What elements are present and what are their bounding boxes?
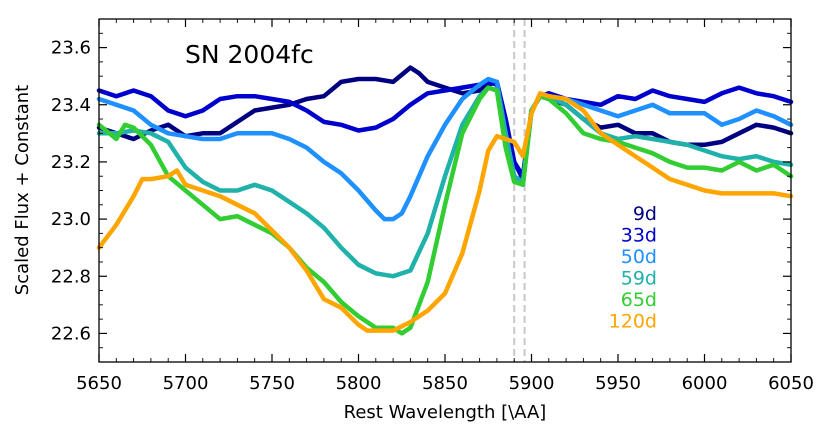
- series-lines: [96, 65, 794, 336]
- x-tick-label: 5900: [509, 373, 555, 394]
- axis-ticks: 5650 5700 5750 5800 5850 5900 5950 6000 6050 22.6…: [51, 18, 814, 394]
- legend-label-33d: 33d: [621, 225, 657, 247]
- y-tick-label: 23.2: [51, 152, 91, 173]
- plot-area: [99, 19, 791, 362]
- x-tick-label: 5650: [76, 373, 122, 394]
- x-tick-label: 5750: [249, 373, 295, 394]
- x-tick-label: 5850: [422, 373, 468, 394]
- legend-label-65d: 65d: [621, 289, 657, 311]
- x-tick-label: 6000: [682, 373, 728, 394]
- reference-lines: [513, 19, 526, 362]
- y-tick-label: 23.0: [51, 209, 91, 230]
- y-tick-label: 23.6: [51, 38, 91, 59]
- y-tick-label: 23.4: [51, 95, 91, 116]
- legend-label-59d: 59d: [621, 268, 657, 290]
- series-line-50d: [96, 76, 794, 222]
- y-tick-label: 22.8: [51, 266, 91, 287]
- x-tick-label: 5950: [595, 373, 641, 394]
- x-tick-label: 5800: [336, 373, 382, 394]
- legend-label-9d: 9d: [633, 203, 657, 225]
- y-tick-label: 22.6: [51, 323, 91, 344]
- legend-label-50d: 50d: [621, 246, 657, 268]
- x-tick-label: 6050: [768, 373, 814, 394]
- chart-title: SN 2004fc: [185, 40, 314, 69]
- x-tick-label: 5700: [163, 373, 209, 394]
- legend-label-120d: 120d: [609, 311, 657, 333]
- y-axis-label: Scaled Flux + Constant: [12, 85, 33, 295]
- series-line-65d: [96, 85, 794, 336]
- x-axis-label: Rest Wavelength [\AA]: [344, 402, 547, 423]
- series-line-120d: [96, 91, 794, 333]
